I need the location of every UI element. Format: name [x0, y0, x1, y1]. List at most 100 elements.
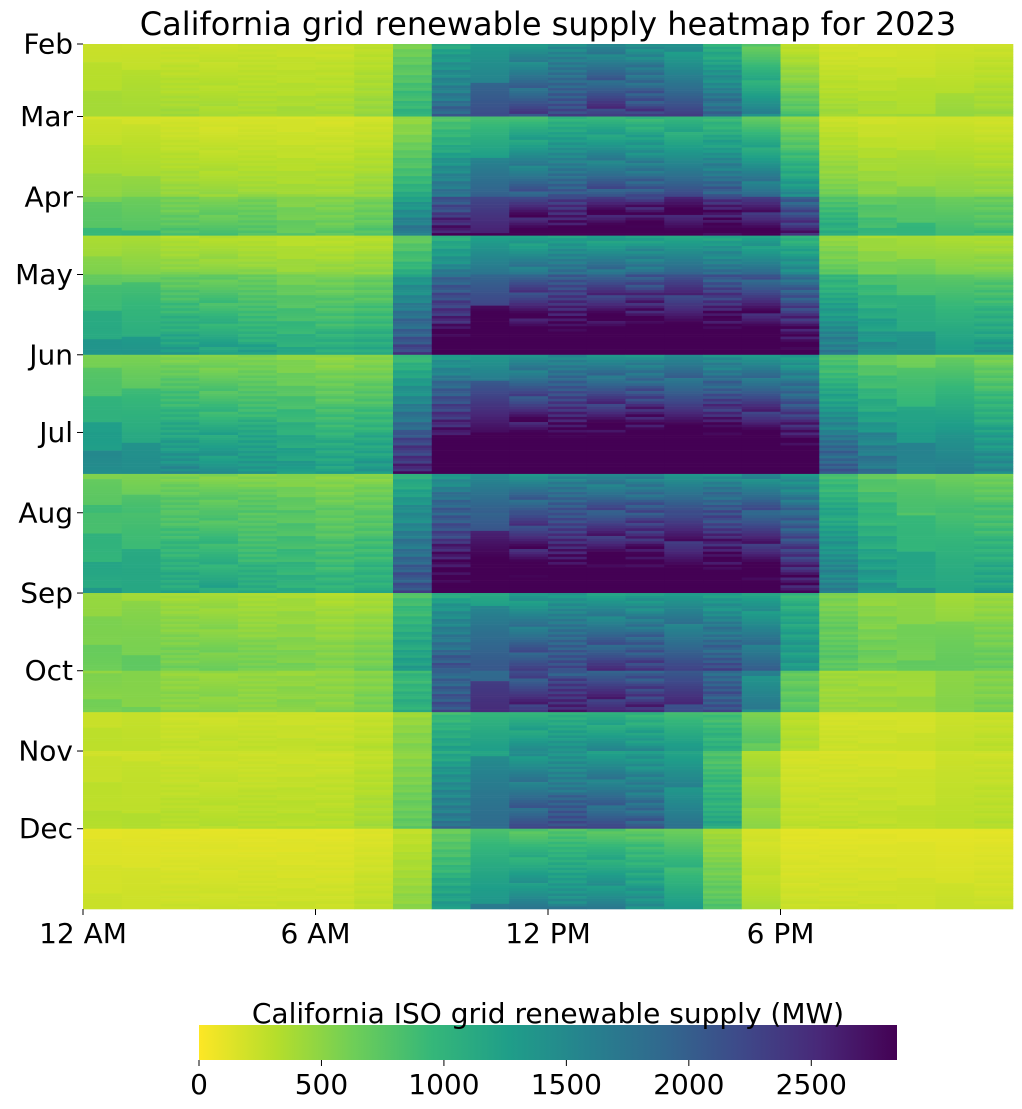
heatmap-cell — [276, 279, 316, 283]
heatmap-cell — [354, 471, 394, 475]
heatmap-cell — [703, 541, 743, 545]
heatmap-cell — [393, 523, 433, 527]
heatmap-cell — [238, 422, 278, 425]
heatmap-cell — [703, 567, 743, 571]
heatmap-cell — [741, 248, 781, 252]
heatmap-cell — [121, 233, 161, 236]
heatmap-cell — [780, 145, 820, 148]
heatmap-cell — [741, 170, 781, 174]
heatmap-cell — [199, 388, 239, 392]
heatmap-cell — [238, 176, 278, 179]
heatmap-cell — [83, 331, 123, 335]
heatmap-cell — [896, 344, 936, 348]
heatmap-cell — [431, 484, 471, 488]
heatmap-cell — [431, 572, 471, 576]
heatmap-cell — [664, 90, 704, 94]
heatmap-cell — [315, 178, 355, 182]
heatmap-cell — [509, 95, 549, 99]
heatmap-cell — [586, 427, 626, 431]
heatmap-cell — [470, 422, 510, 425]
heatmap-cell — [393, 258, 433, 262]
heatmap-cell — [238, 248, 278, 252]
heatmap-cell — [121, 266, 161, 270]
heatmap-cell — [858, 173, 898, 177]
heatmap-cell — [160, 165, 200, 169]
heatmap-cell — [470, 77, 510, 81]
heatmap-cell — [741, 543, 781, 547]
heatmap-cell — [703, 538, 743, 542]
heatmap-cell — [625, 512, 665, 516]
heatmap-cell — [238, 173, 278, 177]
heatmap-cell — [625, 429, 665, 433]
heatmap-cell — [315, 302, 355, 306]
heatmap-cell — [276, 354, 316, 358]
heatmap-cell — [354, 536, 394, 539]
heatmap-cell — [509, 46, 549, 50]
heatmap-cell — [935, 152, 975, 156]
heatmap-cell — [625, 375, 665, 379]
heatmap-cell — [664, 520, 704, 524]
heatmap-cell — [974, 442, 1014, 446]
heatmap-cell — [83, 507, 123, 511]
heatmap-cell — [83, 124, 123, 128]
heatmap-cell — [548, 546, 588, 550]
heatmap-cell — [819, 406, 859, 410]
heatmap-cell — [664, 370, 704, 374]
heatmap-cell — [121, 137, 161, 141]
heatmap-cell — [896, 103, 936, 107]
heatmap-cell — [83, 54, 123, 58]
heatmap-cell — [431, 370, 471, 374]
heatmap-cell — [703, 69, 743, 73]
heatmap-cell — [315, 75, 355, 78]
heatmap-cell — [83, 199, 123, 203]
heatmap-cell — [83, 183, 123, 187]
heatmap-cell — [548, 388, 588, 392]
heatmap-cell — [974, 235, 1014, 239]
heatmap-cell — [664, 375, 704, 379]
heatmap-cell — [741, 450, 781, 454]
heatmap-cell — [664, 204, 704, 208]
heatmap-cell — [354, 574, 394, 578]
heatmap-cell — [83, 168, 123, 172]
heatmap-cell — [83, 427, 123, 431]
heatmap-cell — [354, 264, 394, 268]
heatmap-cell — [819, 119, 859, 122]
heatmap-cell — [664, 98, 704, 102]
heatmap-cell — [238, 489, 278, 493]
heatmap-cell — [974, 486, 1014, 490]
heatmap-cell — [974, 409, 1014, 413]
heatmap-cell — [935, 499, 975, 503]
heatmap-cell — [160, 471, 200, 475]
heatmap-cell — [703, 132, 743, 135]
heatmap-cell — [276, 59, 316, 63]
heatmap-cell — [431, 574, 471, 578]
heatmap-cell — [509, 300, 549, 304]
heatmap-cell — [509, 424, 549, 428]
heatmap-cell — [470, 411, 510, 415]
heatmap-cell — [935, 347, 975, 350]
heatmap-cell — [160, 292, 200, 296]
heatmap-cell — [276, 240, 316, 244]
heatmap-cell — [780, 49, 820, 53]
heatmap-cell — [83, 385, 123, 389]
heatmap-cell — [199, 217, 239, 221]
heatmap-cell — [625, 220, 665, 223]
heatmap-cell — [819, 334, 859, 337]
heatmap-cell — [625, 528, 665, 532]
heatmap-cell — [354, 152, 394, 156]
heatmap-cell — [121, 497, 161, 501]
heatmap-cell — [858, 471, 898, 475]
heatmap-cell — [819, 551, 859, 555]
heatmap-cell — [276, 181, 316, 185]
heatmap-cell — [741, 556, 781, 560]
heatmap-cell — [199, 201, 239, 205]
heatmap-cell — [586, 499, 626, 503]
heatmap-cell — [548, 401, 588, 405]
heatmap-cell — [83, 214, 123, 218]
heatmap-cell — [354, 274, 394, 278]
heatmap-cell — [431, 362, 471, 366]
heatmap-cell — [548, 261, 588, 265]
heatmap-cell — [354, 528, 394, 532]
heatmap-cell — [741, 486, 781, 490]
heatmap-cell — [238, 341, 278, 345]
